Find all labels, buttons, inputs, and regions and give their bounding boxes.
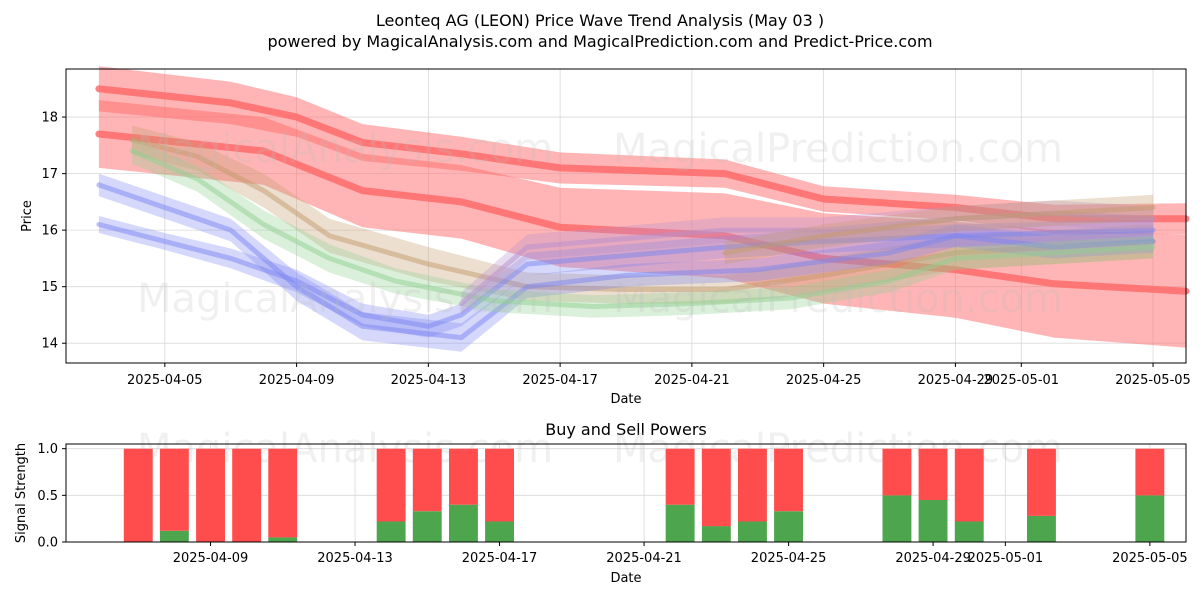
sell-power-bar bbox=[1027, 448, 1056, 516]
buy-power-bar bbox=[159, 530, 189, 542]
price-wave-chart: MagicalAnalysis.com MagicalPrediction.co… bbox=[20, 66, 1191, 407]
power-y-tick-label: 0.0 bbox=[37, 536, 58, 551]
power-x-ticks: 2025-04-09 2025-04-13 2025-04-17 2025-04-21… bbox=[173, 542, 1188, 566]
buy-sell-title: Buy and Sell Powers bbox=[545, 420, 707, 439]
price-wave-line bbox=[96, 182, 1156, 341]
buy-power-bar bbox=[376, 521, 406, 542]
power-x-tick-label: 2025-04-09 bbox=[173, 551, 249, 566]
sell-power-bar bbox=[268, 448, 298, 538]
price-x-tick-label: 2025-04-29 bbox=[918, 373, 994, 388]
price-wave-band bbox=[98, 100, 1186, 348]
price-wave-band bbox=[461, 200, 1154, 315]
watermark-text: MagicalAnalysis.com bbox=[137, 126, 553, 172]
buy-power-bar bbox=[412, 511, 442, 542]
sell-power-bar bbox=[376, 448, 406, 522]
sell-power-bar bbox=[918, 448, 948, 500]
price-wave-band bbox=[131, 138, 1154, 318]
buy-power-bar bbox=[774, 511, 803, 542]
price-wave-band bbox=[98, 216, 1154, 338]
buy-power-bar bbox=[1027, 515, 1056, 542]
sell-power-bar bbox=[882, 448, 912, 496]
price-x-tick-label: 2025-05-05 bbox=[1115, 373, 1191, 388]
price-wave-band bbox=[131, 125, 1154, 304]
buy-power-bar bbox=[268, 537, 298, 542]
power-x-tick-label: 2025-04-17 bbox=[462, 551, 538, 566]
sell-power-bar bbox=[954, 448, 984, 522]
power-bars bbox=[123, 448, 1165, 542]
sell-power-bar bbox=[412, 448, 442, 512]
sell-power-bar bbox=[485, 448, 514, 522]
sell-power-bar bbox=[774, 448, 803, 512]
price-y-tick-label: 14 bbox=[41, 337, 58, 352]
sell-power-bar bbox=[701, 448, 731, 527]
buy-power-bar bbox=[918, 500, 948, 542]
power-x-tick-label: 2025-04-29 bbox=[895, 551, 971, 566]
sell-power-bar bbox=[159, 448, 189, 531]
sell-power-bar bbox=[232, 448, 262, 542]
power-x-tick-label: 2025-04-13 bbox=[317, 551, 393, 566]
buy-power-bar bbox=[449, 504, 478, 542]
price-y-tick-label: 16 bbox=[41, 224, 58, 239]
price-wave-line bbox=[722, 205, 1156, 256]
buy-power-bar bbox=[701, 526, 731, 542]
price-wave-line bbox=[95, 85, 1190, 223]
sell-power-bar bbox=[449, 448, 478, 505]
power-x-tick-label: 2025-05-05 bbox=[1112, 551, 1188, 566]
buy-power-bar bbox=[1135, 495, 1165, 542]
price-x-tick-label: 2025-04-05 bbox=[127, 373, 203, 388]
price-x-tick-label: 2025-04-13 bbox=[391, 373, 467, 388]
sell-power-bar bbox=[665, 448, 695, 505]
sell-power-bar bbox=[123, 448, 153, 542]
price-x-tick-label: 2025-05-01 bbox=[984, 373, 1060, 388]
price-x-tick-label: 2025-04-17 bbox=[522, 373, 598, 388]
price-wave-line bbox=[95, 130, 1190, 295]
price-x-ticks: 2025-04-05 2025-04-09 2025-04-13 2025-04-17… bbox=[127, 363, 1191, 388]
price-wave-bands bbox=[95, 66, 1190, 352]
power-y-tick-label: 1.0 bbox=[37, 442, 58, 457]
price-x-tick-label: 2025-04-09 bbox=[259, 373, 335, 388]
price-watermarks: MagicalAnalysis.com MagicalPrediction.co… bbox=[137, 126, 1063, 322]
buy-power-bar bbox=[954, 521, 984, 542]
price-x-axis-label: Date bbox=[610, 392, 641, 407]
price-wave-line bbox=[96, 222, 1156, 329]
sell-power-bar bbox=[196, 448, 225, 542]
power-y-ticks: 0.0 0.5 1.0 bbox=[37, 442, 66, 551]
watermark-text: MagicalAnalysis.com bbox=[137, 276, 553, 322]
power-x-tick-label: 2025-04-21 bbox=[606, 551, 682, 566]
price-y-tick-label: 15 bbox=[41, 280, 58, 295]
price-y-tick-label: 17 bbox=[41, 167, 58, 182]
chart-title: Leonteq AG (LEON) Price Wave Trend Analy… bbox=[376, 11, 824, 30]
buy-power-bar bbox=[738, 521, 767, 542]
power-y-tick-label: 0.5 bbox=[37, 489, 58, 504]
price-y-axis-label: Price bbox=[20, 200, 35, 232]
watermark-text: MagicalPrediction.com bbox=[613, 276, 1063, 322]
buy-power-bar bbox=[485, 521, 514, 542]
price-y-ticks: 14 15 16 17 18 bbox=[41, 111, 66, 352]
buy-power-bar bbox=[665, 504, 695, 542]
power-plot-frame bbox=[65, 443, 1187, 543]
price-x-tick-label: 2025-04-21 bbox=[654, 373, 730, 388]
price-y-tick-label: 18 bbox=[41, 111, 58, 126]
watermark-text: MagicalPrediction.com bbox=[613, 126, 1063, 172]
power-x-tick-label: 2025-05-01 bbox=[968, 551, 1044, 566]
buy-sell-power-chart: Buy and Sell Powers MagicalAnalysis.com … bbox=[14, 420, 1188, 586]
power-x-axis-label: Date bbox=[610, 571, 641, 586]
power-y-axis-label: Signal Strength bbox=[14, 443, 29, 543]
price-wave-band bbox=[98, 66, 1186, 235]
sell-power-bar bbox=[738, 448, 767, 522]
price-wave-line bbox=[129, 148, 1156, 309]
sell-power-bar bbox=[1135, 448, 1165, 496]
power-x-tick-label: 2025-04-25 bbox=[751, 551, 827, 566]
price-x-tick-label: 2025-04-25 bbox=[786, 373, 862, 388]
chart-subtitle: powered by MagicalAnalysis.com and Magic… bbox=[267, 32, 932, 51]
buy-power-bar bbox=[882, 495, 912, 542]
price-plot-frame bbox=[65, 68, 1187, 364]
